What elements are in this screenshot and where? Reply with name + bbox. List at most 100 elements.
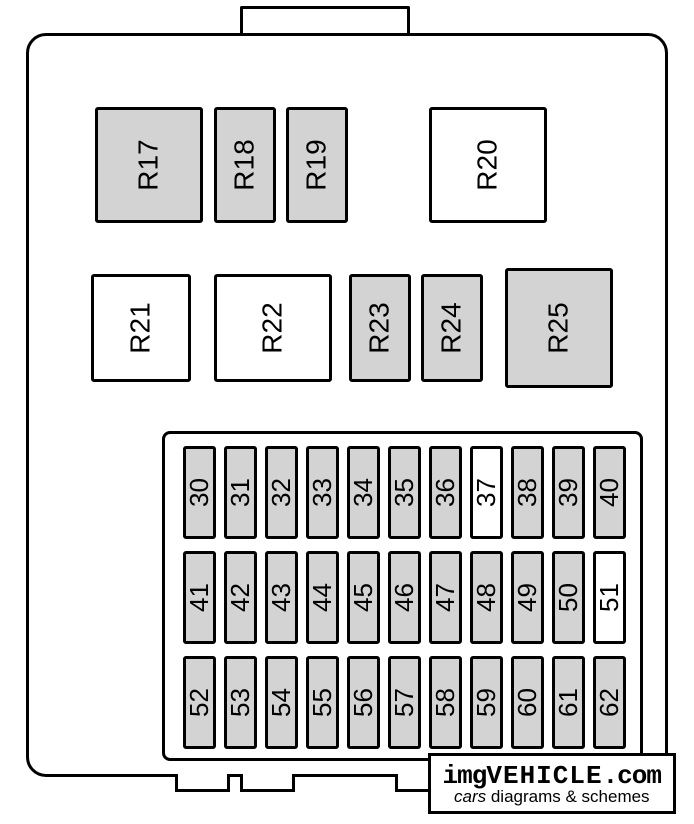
fuse-51: 51 (593, 551, 626, 644)
fuse-label: 58 (430, 688, 461, 717)
fuse-34: 34 (347, 446, 380, 539)
fuse-33: 33 (306, 446, 339, 539)
fuse-label: 39 (553, 478, 584, 507)
fuse-label: 33 (307, 478, 338, 507)
fuse-62: 62 (593, 656, 626, 749)
fuse-61: 61 (552, 656, 585, 749)
fuse-37: 37 (470, 446, 503, 539)
relay-r24: R24 (421, 274, 483, 382)
fuse-label: 51 (594, 583, 625, 612)
relay-r17: R17 (95, 107, 203, 223)
relay-r22: R22 (214, 274, 332, 382)
fuse-label: 37 (471, 478, 502, 507)
fuse-32: 32 (265, 446, 298, 539)
fuse-42: 42 (224, 551, 257, 644)
fuse-label: 46 (389, 583, 420, 612)
fuse-label: 62 (594, 688, 625, 717)
fuse-52: 52 (183, 656, 216, 749)
relay-r18: R18 (214, 107, 276, 223)
fuse-55: 55 (306, 656, 339, 749)
fuse-49: 49 (511, 551, 544, 644)
fuse-54: 54 (265, 656, 298, 749)
fuse-38: 38 (511, 446, 544, 539)
wm-rest: diagrams & schemes (486, 787, 649, 806)
relay-label: R20 (472, 139, 504, 190)
fuse-41: 41 (183, 551, 216, 644)
fuse-label: 50 (553, 583, 584, 612)
watermark-title: imgVEHICLE.com (443, 762, 661, 791)
fuse-label: 60 (512, 688, 543, 717)
bottom-connector-tab (240, 774, 295, 792)
relay-label: R18 (229, 139, 261, 190)
fuse-58: 58 (429, 656, 462, 749)
fuse-row-2: 41 42 43 44 45 46 47 48 49 50 51 (183, 551, 626, 644)
fuse-48: 48 (470, 551, 503, 644)
fuse-label: 43 (266, 583, 297, 612)
fuse-box-outline: R17 R18 R19 R20 R21 R22 R23 R24 R25 30 31 32 33 34 35… (26, 33, 668, 777)
fuse-45: 45 (347, 551, 380, 644)
fuse-59: 59 (470, 656, 503, 749)
fuse-row-1: 30 31 32 33 34 35 36 37 38 39 40 (183, 446, 626, 539)
fuse-40: 40 (593, 446, 626, 539)
fuse-label: 44 (307, 583, 338, 612)
fuse-57: 57 (388, 656, 421, 749)
fuse-43: 43 (265, 551, 298, 644)
relay-label: R21 (125, 302, 157, 353)
top-connector-tab (240, 6, 410, 36)
fuse-47: 47 (429, 551, 462, 644)
fuse-label: 47 (430, 583, 461, 612)
fuse-label: 59 (471, 688, 502, 717)
fuse-label: 36 (430, 478, 461, 507)
fuse-30: 30 (183, 446, 216, 539)
fuse-label: 57 (389, 688, 420, 717)
fuse-label: 34 (348, 478, 379, 507)
relay-label: R25 (543, 302, 575, 353)
relay-r19: R19 (286, 107, 348, 223)
relay-r21: R21 (91, 274, 191, 382)
fuse-36: 36 (429, 446, 462, 539)
fuse-label: 41 (184, 583, 215, 612)
fuse-label: 61 (553, 688, 584, 717)
fuse-label: 35 (389, 478, 420, 507)
fuse-60: 60 (511, 656, 544, 749)
fuse-39: 39 (552, 446, 585, 539)
relay-r23: R23 (349, 274, 411, 382)
fuse-label: 56 (348, 688, 379, 717)
relay-label: R24 (436, 302, 468, 353)
fuse-label: 45 (348, 583, 379, 612)
watermark-tagline: cars diagrams & schemes (443, 788, 661, 807)
relay-label: R17 (133, 139, 165, 190)
fuse-panel: 3031323334353637383940 41424344454647484… (162, 431, 643, 761)
fuse-label: 42 (225, 583, 256, 612)
relay-r20: R20 (429, 107, 547, 223)
wm-prefix: img (443, 761, 487, 791)
fuse-53: 53 (224, 656, 257, 749)
fuse-label: 40 (594, 478, 625, 507)
fuse-46: 46 (388, 551, 421, 644)
fuse-56: 56 (347, 656, 380, 749)
relay-label: R22 (257, 302, 289, 353)
relay-label: R19 (301, 139, 333, 190)
wm-cars: cars (454, 787, 486, 806)
fuse-row-3: 52 53 54 55 56 57 58 59 60 61 62 (183, 656, 626, 749)
fuse-label: 52 (184, 688, 215, 717)
fuse-label: 38 (512, 478, 543, 507)
fuse-35: 35 (388, 446, 421, 539)
fuse-label: 54 (266, 688, 297, 717)
relay-r25: R25 (505, 268, 613, 388)
fuse-label: 32 (266, 478, 297, 507)
watermark-badge: imgVEHICLE.com cars diagrams & schemes (428, 753, 676, 814)
wm-suffix: .com (603, 761, 661, 791)
wm-brand: VEHICLE (486, 761, 602, 791)
fuse-label: 31 (225, 478, 256, 507)
fuse-label: 30 (184, 478, 215, 507)
fuse-label: 49 (512, 583, 543, 612)
fuse-31: 31 (224, 446, 257, 539)
fuse-50: 50 (552, 551, 585, 644)
fuse-label: 53 (225, 688, 256, 717)
bottom-connector-tab (175, 774, 230, 792)
fuse-label: 55 (307, 688, 338, 717)
relay-label: R23 (364, 302, 396, 353)
fuse-44: 44 (306, 551, 339, 644)
fuse-label: 48 (471, 583, 502, 612)
